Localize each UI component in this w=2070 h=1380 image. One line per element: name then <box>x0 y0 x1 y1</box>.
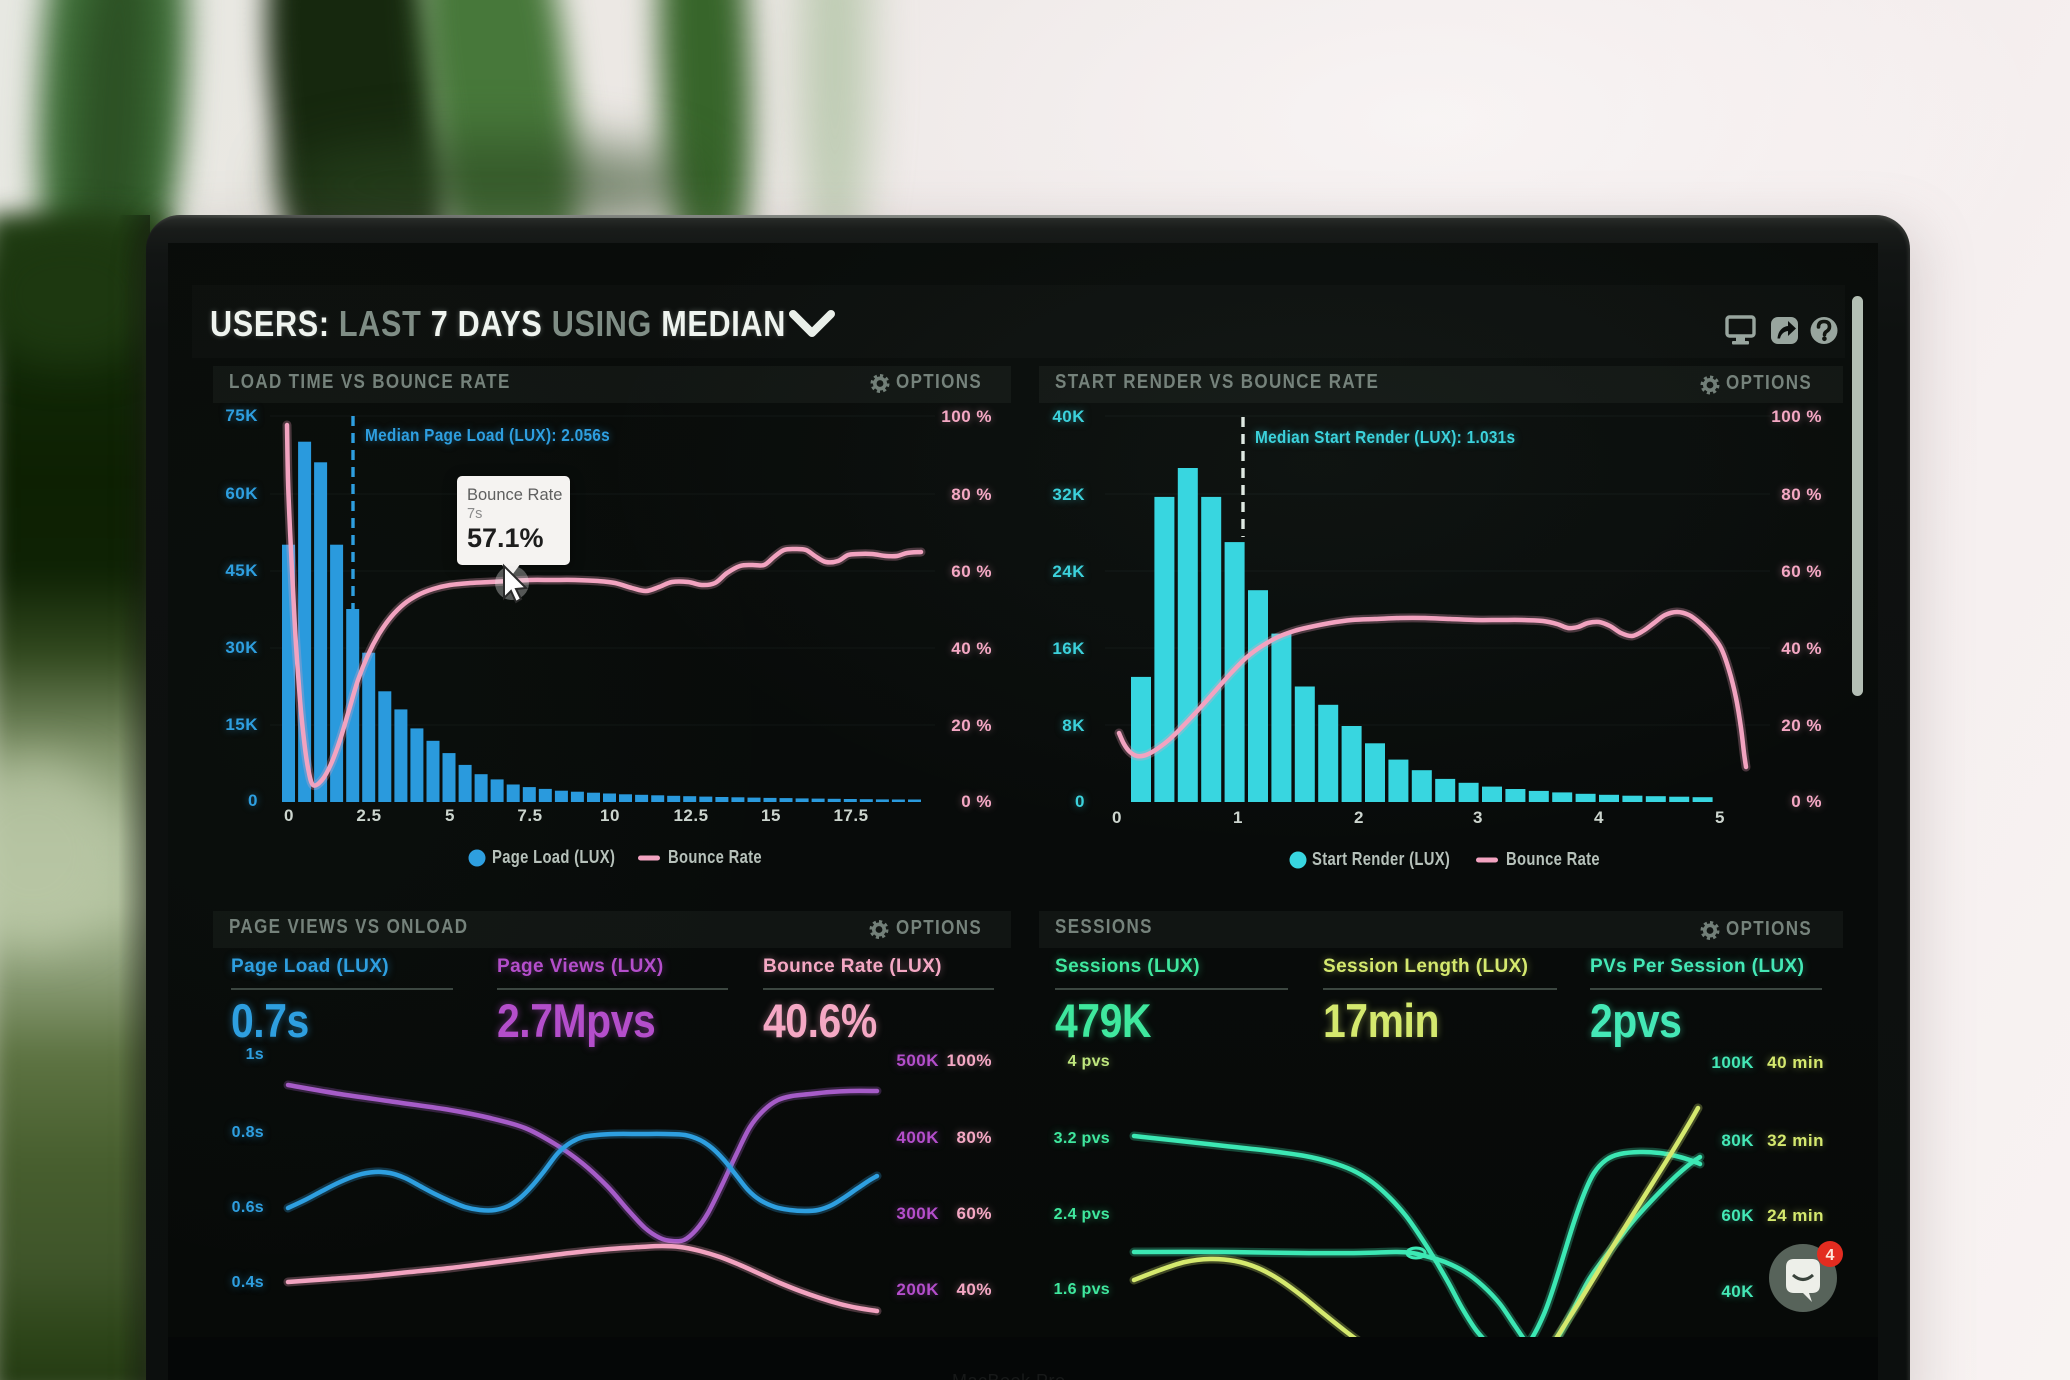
svg-text:4: 4 <box>1826 1247 1835 1264</box>
